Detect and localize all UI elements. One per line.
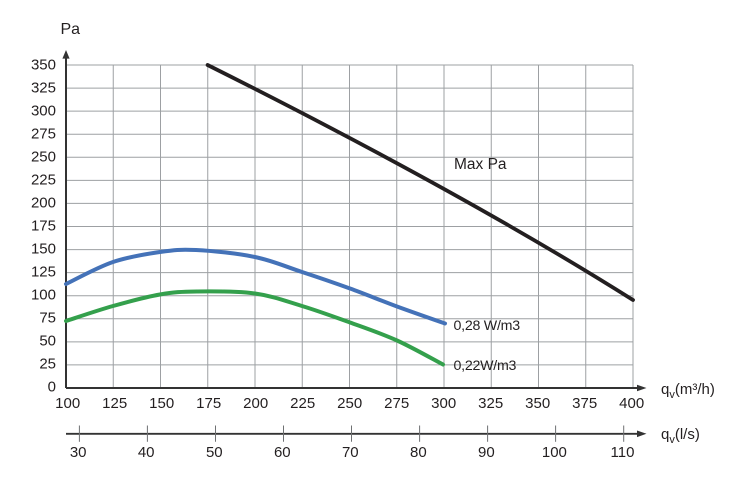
svg-text:125: 125 xyxy=(31,264,56,281)
svg-text:100: 100 xyxy=(31,287,56,304)
svg-text:150: 150 xyxy=(149,395,174,412)
svg-text:225: 225 xyxy=(31,172,56,189)
svg-text:100: 100 xyxy=(55,395,80,412)
svg-text:175: 175 xyxy=(31,218,56,235)
svg-text:125: 125 xyxy=(102,395,127,412)
svg-text:qv(m³/h): qv(m³/h) xyxy=(661,381,715,401)
svg-text:225: 225 xyxy=(290,395,315,412)
svg-text:350: 350 xyxy=(31,57,56,74)
svg-text:375: 375 xyxy=(572,395,597,412)
svg-text:50: 50 xyxy=(39,333,56,350)
svg-text:qv(l/s): qv(l/s) xyxy=(661,426,700,446)
svg-text:400: 400 xyxy=(619,395,644,412)
svg-text:25: 25 xyxy=(39,356,56,373)
svg-text:80: 80 xyxy=(410,444,427,461)
svg-text:275: 275 xyxy=(31,126,56,143)
svg-text:200: 200 xyxy=(243,395,268,412)
svg-text:300: 300 xyxy=(431,395,456,412)
svg-text:0,22W/m3: 0,22W/m3 xyxy=(454,358,517,374)
svg-text:200: 200 xyxy=(31,195,56,212)
svg-text:Pa: Pa xyxy=(61,21,81,38)
svg-text:60: 60 xyxy=(274,444,291,461)
svg-text:325: 325 xyxy=(31,80,56,97)
svg-text:275: 275 xyxy=(384,395,409,412)
svg-text:75: 75 xyxy=(39,310,56,327)
svg-text:50: 50 xyxy=(206,444,223,461)
svg-text:175: 175 xyxy=(196,395,221,412)
svg-text:0: 0 xyxy=(48,379,56,396)
svg-text:70: 70 xyxy=(342,444,359,461)
svg-text:110: 110 xyxy=(611,444,635,461)
svg-text:30: 30 xyxy=(70,444,87,461)
svg-text:350: 350 xyxy=(525,395,550,412)
svg-text:325: 325 xyxy=(478,395,503,412)
svg-text:300: 300 xyxy=(31,103,56,120)
svg-text:40: 40 xyxy=(138,444,155,461)
svg-text:150: 150 xyxy=(31,241,56,258)
svg-text:250: 250 xyxy=(337,395,362,412)
svg-text:0,28 W/m3: 0,28 W/m3 xyxy=(454,318,521,334)
svg-text:250: 250 xyxy=(31,149,56,166)
svg-text:100: 100 xyxy=(542,444,567,461)
svg-text:90: 90 xyxy=(478,444,495,461)
svg-text:Max Pa: Max Pa xyxy=(454,156,507,173)
